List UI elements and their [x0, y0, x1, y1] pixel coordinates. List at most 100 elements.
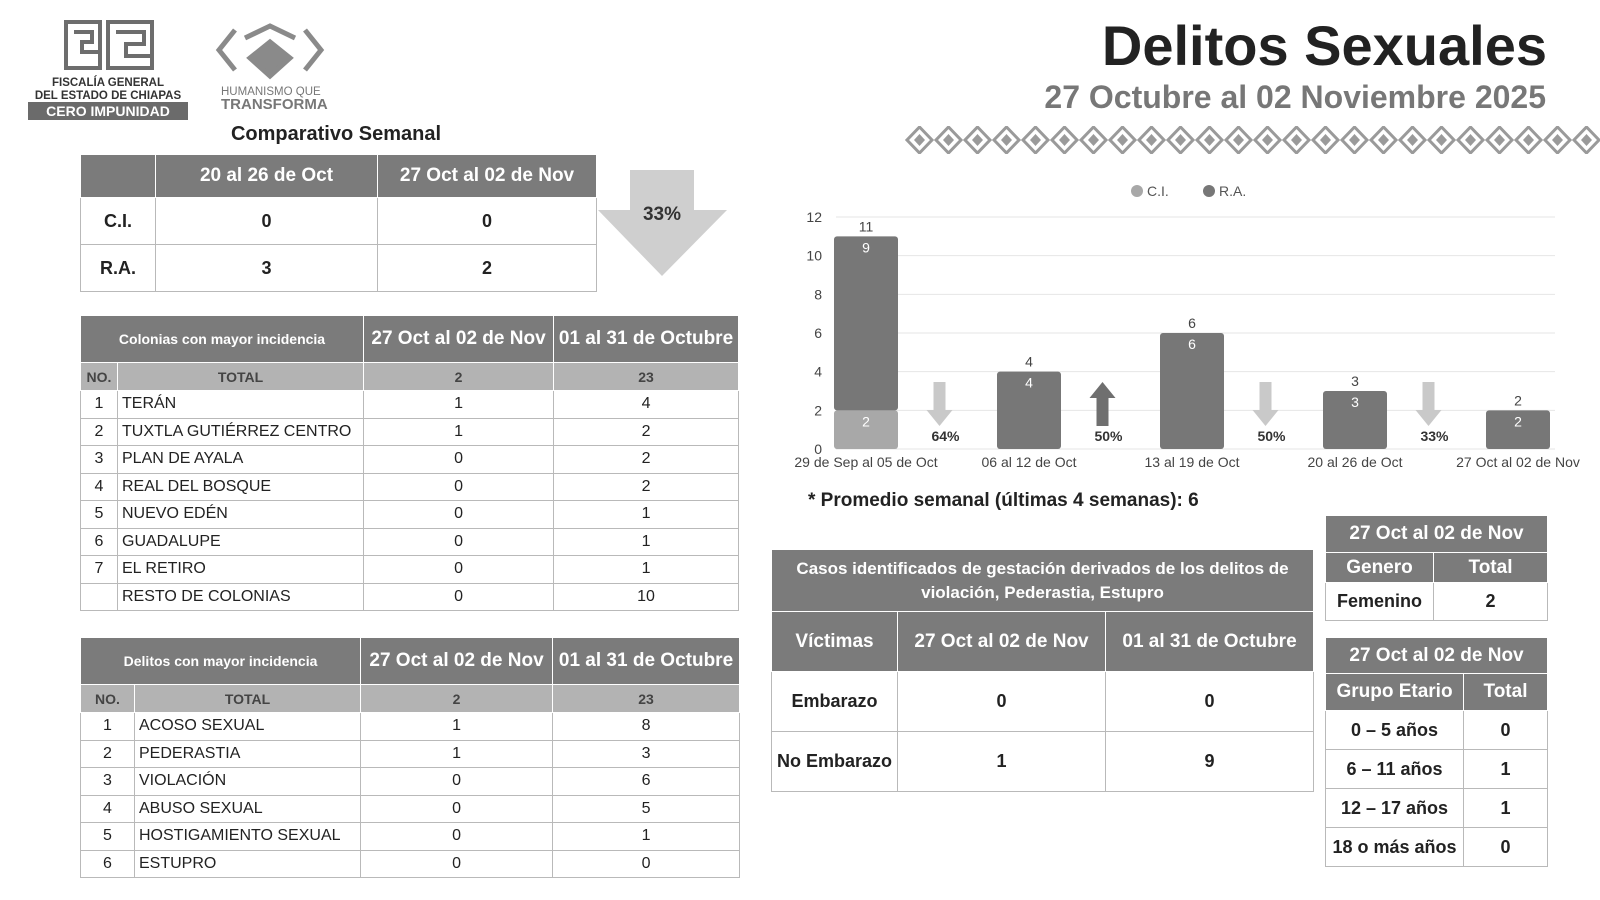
table-cell: R.A.: [80, 244, 156, 292]
table-row: 12 – 17 años 1: [1325, 788, 1548, 828]
logo-band: [28, 102, 188, 120]
table-row: RESTO DE COLONIAS 0 10: [80, 582, 740, 611]
table-cell: 5: [552, 794, 741, 823]
table-cell: 1: [1463, 788, 1548, 828]
table-cell: TOTAL: [133, 684, 362, 713]
x-tick-label: 27 Oct al 02 de Nov: [1456, 454, 1580, 470]
table-cell: 8: [552, 712, 741, 741]
table-cell: 1: [360, 739, 554, 768]
genero-table: 27 Oct al 02 de Nov Genero Total Femenino 2: [1325, 515, 1548, 621]
table-cell: TUXTLA GUTIÉRREZ CENTRO: [116, 417, 365, 446]
change-label: 33%: [643, 204, 681, 225]
legend-label: R.A.: [1219, 183, 1246, 199]
table-cell: 2: [80, 739, 135, 768]
data-label: 9: [862, 239, 870, 255]
table-cell: NO.: [80, 684, 135, 713]
table-cell: 0: [363, 500, 555, 529]
table-row: 1 ACOSO SEXUAL 1 8: [80, 712, 741, 741]
table-cell: VIOLACIÓN: [133, 767, 362, 796]
table-cell: ABUSO SEXUAL: [133, 794, 362, 823]
data-label: 6: [1188, 336, 1196, 352]
table-row: 20 al 26 de Oct 27 Oct al 02 de Nov: [80, 154, 597, 198]
table-cell: 4: [80, 472, 118, 501]
table-cell: Femenino: [1325, 582, 1434, 621]
table-cell: GUADALUPE: [116, 527, 365, 556]
table-cell: 23: [553, 362, 740, 391]
table-cell: 3: [552, 739, 741, 768]
table-row: 27 Oct al 02 de Nov: [1325, 515, 1548, 553]
logo-text: CERO IMPUNIDAD: [46, 103, 170, 119]
table-row: Grupo Etario Total: [1325, 673, 1548, 711]
table-cell: 1: [897, 731, 1106, 792]
table-cell: 01 al 31 de Octubre: [552, 637, 741, 685]
logo-text: TRANSFORMA: [221, 96, 328, 113]
table-cell: 0: [363, 445, 555, 474]
table-cell: PLAN DE AYALA: [116, 445, 365, 474]
table-cell: Genero: [1325, 552, 1434, 583]
table-row: 6 – 11 años 1: [1325, 749, 1548, 789]
table-row: Delitos con mayor incidencia 27 Oct al 02…: [79, 637, 741, 685]
table-row: 3 VIOLACIÓN 0 6: [80, 767, 741, 796]
table-cell: [80, 582, 118, 611]
logo-text: DEL ESTADO DE CHIAPAS: [35, 90, 182, 102]
table-cell: 6: [80, 527, 118, 556]
table-row: 4 REAL DEL BOSQUE 0 2: [80, 472, 740, 501]
table-cell: 27 Oct al 02 de Nov: [377, 154, 597, 198]
table-row: 0 – 5 años 0: [1325, 710, 1548, 750]
table-cell: 27 Oct al 02 de Nov: [360, 637, 554, 685]
table-row: 5 HOSTIGAMIENTO SEXUAL 0 1: [80, 822, 741, 851]
table-cell: 5: [80, 822, 135, 851]
table-cell: 0: [363, 472, 555, 501]
table-cell: 0: [1463, 710, 1548, 750]
delitos-table: Delitos con mayor incidencia 27 Oct al 02…: [79, 637, 741, 878]
table-cell: EL RETIRO: [116, 555, 365, 584]
table-row: 6 ESTUPRO 0 0: [80, 849, 741, 878]
embarazo-table: Casos identificados de gestación derivad…: [770, 549, 1315, 792]
table-cell: 0 – 5 años: [1325, 710, 1464, 750]
table-cell: 6: [80, 849, 135, 878]
table-cell: No Embarazo: [771, 731, 898, 792]
table-cell: 2: [553, 445, 740, 474]
logo-text: FISCALÍA GENERAL: [52, 76, 164, 89]
change-label: 33%: [1420, 428, 1449, 444]
table-cell: 27 Oct al 02 de Nov: [363, 315, 555, 363]
change-arrow: [1089, 382, 1116, 426]
table-row: Embarazo 0 0: [771, 671, 1315, 732]
table-cell: 0: [552, 849, 741, 878]
table-cell: 0: [360, 849, 554, 878]
table-cell: Total: [1463, 673, 1548, 711]
table-cell: 0: [377, 197, 597, 245]
legend-swatch: [1203, 185, 1215, 197]
total-label: 4: [1025, 354, 1033, 370]
change-label: 64%: [931, 428, 960, 444]
table-cell: 1: [552, 822, 741, 851]
table-row: 7 EL RETIRO 0 1: [80, 555, 740, 584]
table-cell: ACOSO SEXUAL: [133, 712, 362, 741]
table-row: NO. TOTAL 2 23: [80, 362, 740, 391]
change-arrow: [1415, 382, 1442, 426]
logo-text: HUMANISMO QUE: [221, 86, 321, 98]
bar-segment: [997, 371, 1061, 449]
table-cell: 01 al 31 de Octubre: [553, 315, 740, 363]
table-cell: 12 – 17 años: [1325, 788, 1464, 828]
table-cell: ESTUPRO: [133, 849, 362, 878]
table-cell: 27 Oct al 02 de Nov: [1325, 637, 1548, 674]
table-cell: 2: [360, 684, 554, 713]
subtitle: 27 Octubre al 02 Noviembre 2025: [1044, 79, 1546, 115]
table-cell: REAL DEL BOSQUE: [116, 472, 365, 501]
x-tick-label: 06 al 12 de Oct: [982, 454, 1077, 470]
table-cell: 0: [360, 767, 554, 796]
change-arrow: [598, 170, 727, 276]
table-cell: 0: [363, 582, 555, 611]
table-row: R.A. 3 2: [80, 244, 597, 292]
table-row: Genero Total: [1325, 552, 1548, 583]
table-cell: [80, 154, 156, 198]
table-row: 5 NUEVO EDÉN 0 1: [80, 500, 740, 529]
data-label: 4: [1025, 375, 1033, 391]
table-cell: 4: [553, 390, 740, 419]
logo-icon: [215, 23, 325, 80]
table-cell: 4: [80, 794, 135, 823]
table-cell: 23: [552, 684, 741, 713]
x-tick-label: 20 al 26 de Oct: [1308, 454, 1403, 470]
